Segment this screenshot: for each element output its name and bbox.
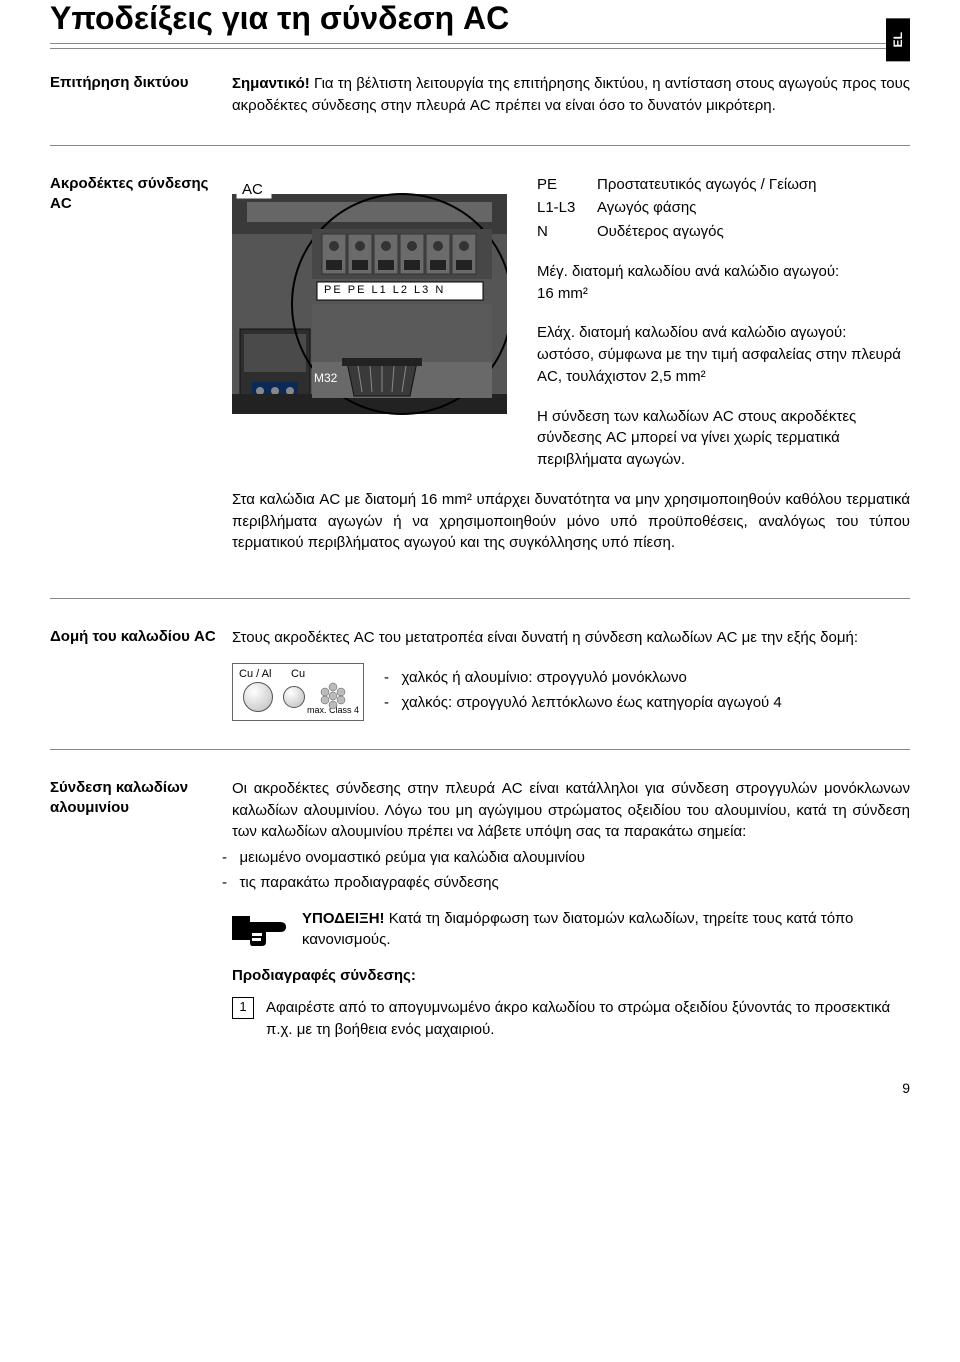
page-number: 9 — [50, 1080, 910, 1096]
wire-label-cu: Cu — [291, 667, 305, 683]
terminal-labels: PE PE L1 L2 L3 N — [324, 283, 445, 299]
step-1-number: 1 — [232, 997, 254, 1019]
wire-type-icon: Cu / Al Cu max. Class 4 — [232, 663, 364, 721]
grid-monitoring-text: Για τη βέλτιστη λειτουργία της επιτήρηση… — [232, 75, 910, 114]
step-1-text: Αφαιρέστε από το απογυμνωμένο άκρο καλωδ… — [266, 997, 910, 1041]
connection-specs-heading: Προδιαγραφές σύνδεσης: — [232, 965, 910, 987]
section-label-aluminium: Σύνδεση καλωδίων αλουμινίου — [50, 778, 232, 1041]
terminal-paragraph: Στα καλώδια AC με διατομή 16 mm² υπάρχει… — [232, 489, 910, 554]
connection-note: Η σύνδεση των καλωδίων AC στους ακροδέκτ… — [537, 406, 910, 471]
page-title: Υποδείξεις για τη σύνδεση AC — [50, 0, 910, 44]
alu-bullet-2: τις παρακάτω προδιαγραφές σύνδεσης — [232, 872, 910, 894]
important-label: Σημαντικό! — [232, 75, 310, 92]
alu-bullet-1: μειωμένο ονομαστικό ρεύμα για καλώδια αλ… — [232, 847, 910, 869]
m32-label: M32 — [314, 370, 337, 387]
ac-label: AC — [242, 179, 263, 201]
wire-label-cual: Cu / Al — [239, 667, 271, 683]
def-n-val: Ουδέτερος αγωγός — [597, 221, 724, 243]
min-cross-section: Ελάχ. διατομή καλωδίου ανά καλώδιο αγωγο… — [537, 322, 910, 387]
section-label-cable-structure: Δομή του καλωδίου AC — [50, 627, 232, 721]
section-label-ac-terminals: Ακροδέκτες σύνδεσης AC — [50, 174, 232, 571]
max-cross-section: Μέγ. διατομή καλωδίου ανά καλώδιο αγωγού… — [537, 261, 910, 305]
def-pe-val: Προστατευτικός αγωγός / Γείωση — [597, 174, 817, 196]
note-label: ΥΠΟΔΕΙΞΗ! — [302, 910, 385, 927]
language-tab: EL — [886, 18, 910, 61]
section-label-grid-monitoring: Επιτήρηση δικτύου — [50, 73, 232, 117]
note-text: Κατά τη διαμόρφωση των διατομών καλωδίων… — [302, 910, 853, 949]
def-n-key: N — [537, 221, 597, 243]
pointing-hand-icon — [232, 908, 288, 948]
def-l-key: L1-L3 — [537, 197, 597, 219]
cable-structure-intro: Στους ακροδέκτες AC του μετατροπέα είναι… — [232, 627, 910, 649]
wire-bullet-1: χαλκός ή αλουμίνιο: στρογγυλό μονόκλωνο — [394, 667, 782, 689]
def-l-val: Αγωγός φάσης — [597, 197, 696, 219]
def-pe-key: PE — [537, 174, 597, 196]
aluminium-intro: Οι ακροδέκτες σύνδεσης στην πλευρά AC εί… — [232, 778, 910, 843]
ac-terminal-diagram: AC PE PE L1 L2 L3 N M32 — [232, 174, 507, 454]
wire-bullet-2: χαλκός: στρογγυλό λεπτόκλωνο έως κατηγορ… — [394, 692, 782, 714]
